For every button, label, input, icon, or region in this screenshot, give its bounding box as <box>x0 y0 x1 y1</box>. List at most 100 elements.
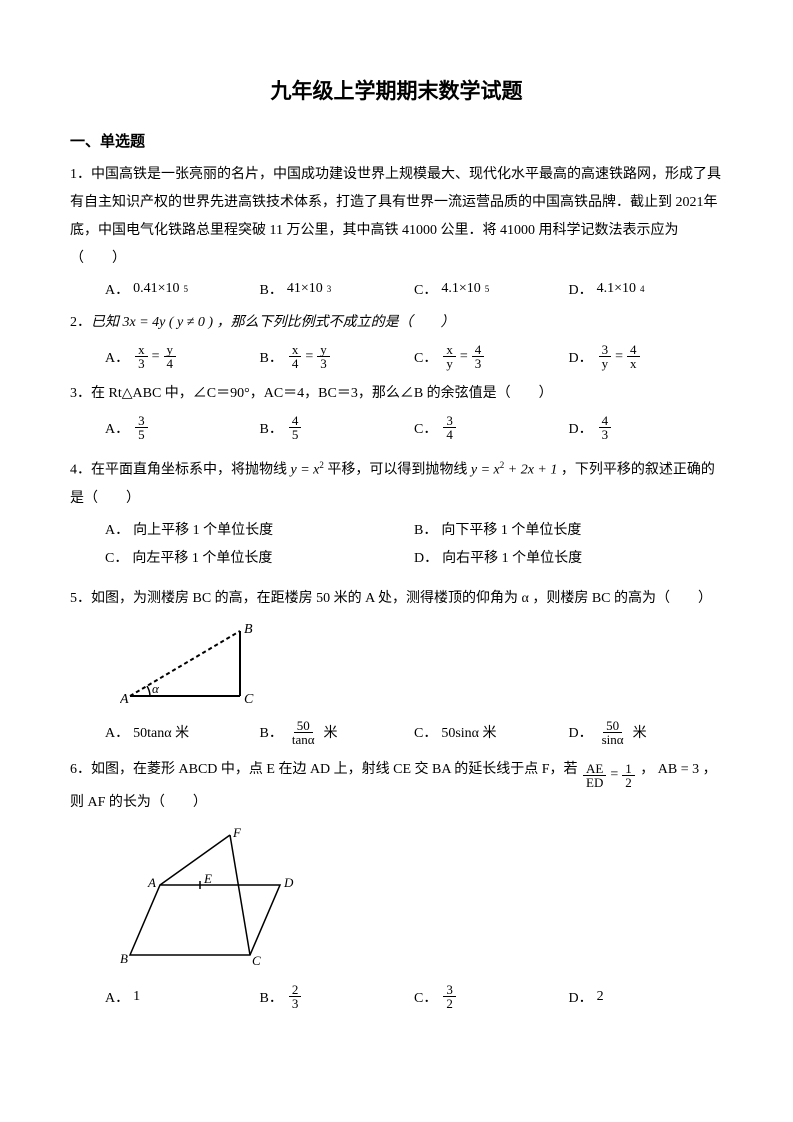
q5-a: 50tanα 米 <box>133 722 189 742</box>
label-d: D． <box>569 347 593 367</box>
q6-options: A．1 B．23 C．32 D．2 <box>105 983 723 1010</box>
q6-option-d: D．2 <box>569 983 724 1010</box>
question-2: 2．已知 3x = 4y ( y ≠ 0 ) ，那么下列比例式不成立的是（ ） <box>70 309 723 337</box>
q1-num: 1． <box>70 167 91 182</box>
q1-a-val: 0.41×10 <box>133 281 179 297</box>
q6-fl-d: ED <box>583 776 606 789</box>
q5-c: 50sinα 米 <box>441 722 496 742</box>
q5-b-suf: 米 <box>324 722 338 742</box>
label-b: B． <box>260 418 283 438</box>
label-d: D． <box>569 722 593 742</box>
q2-c-ln: x <box>443 343 456 357</box>
label-c: C． <box>414 347 437 367</box>
q2-c-rn: 4 <box>472 343 485 357</box>
q4-eq2: y = x <box>471 463 500 478</box>
label-c: C． <box>105 547 128 567</box>
q3-option-c: C．34 <box>414 414 569 441</box>
label-d: D． <box>569 279 593 299</box>
q4-d: 向右平移 1 个单位长度 <box>442 547 582 567</box>
q4-option-c: C．向左平移 1 个单位长度 <box>105 547 414 567</box>
q1-option-a: A．0.41×10 5 <box>105 279 260 299</box>
q3-a-d: 5 <box>135 428 148 441</box>
label-a: A． <box>105 722 129 742</box>
q6-b-n: 2 <box>289 983 302 997</box>
q1-a-sup: 5 <box>184 284 189 294</box>
q2-c-ld: y <box>443 357 456 370</box>
q4-eq2b: + 2x + 1 <box>504 463 557 478</box>
q3-option-a: A．35 <box>105 414 260 441</box>
label-d: D． <box>569 418 593 438</box>
q5-b-n: 50 <box>294 719 313 733</box>
q1-option-d: D．4.1×104 <box>569 279 724 299</box>
q3-option-d: D． 43 <box>569 414 724 441</box>
q4-texta: 在平面直角坐标系中，将抛物线 <box>91 463 291 478</box>
q2-a-rd: 4 <box>164 357 177 370</box>
q5-d-suf: 米 <box>633 722 647 742</box>
q2-a-ln: x <box>135 343 148 357</box>
q6-figure: A B C D E F <box>120 825 723 975</box>
q6-option-a: A．1 <box>105 983 260 1010</box>
q3-a-n: 3 <box>135 414 148 428</box>
q2-text: 已知 3x = 4y ( y ≠ 0 ) ，那么下列比例式不成立的是（ ） <box>91 315 455 330</box>
q6-d: 2 <box>597 989 604 1005</box>
q6-fr-n: 1 <box>622 762 635 776</box>
q5-d-d: sinα <box>599 733 627 746</box>
q5-option-b: B． 50tanα 米 <box>260 719 415 746</box>
q1-d-sup: 4 <box>640 284 645 294</box>
q1-option-c: C．4.1×105 <box>414 279 569 299</box>
fig-label-c: C <box>252 953 261 968</box>
question-5: 5．如图，为测楼房 BC 的高，在距楼房 50 米的 A 处，测得楼顶的仰角为 … <box>70 585 723 613</box>
label-b: B． <box>260 722 283 742</box>
q2-num: 2． <box>70 315 91 330</box>
fig-label-f: F <box>232 825 242 840</box>
q1-b-val: 41×10 <box>287 281 323 297</box>
q4-c: 向左平移 1 个单位长度 <box>132 547 272 567</box>
q3-d-n: 4 <box>599 414 612 428</box>
label-d: D． <box>569 987 593 1007</box>
question-1: 1．中国高铁是一张亮丽的名片，中国成功建设世界上规模最大、现代化水平最高的高速铁… <box>70 161 723 273</box>
label-b: B． <box>260 987 283 1007</box>
fig-label-a: A <box>147 875 156 890</box>
q2-b-rd: 3 <box>317 357 330 370</box>
q4-textb: 平移，可以得到抛物线 <box>324 463 471 478</box>
q5-b-d: tanα <box>289 733 318 746</box>
label-c: C． <box>414 418 437 438</box>
q6-b-d: 3 <box>289 997 302 1010</box>
q2-option-a: A．x3=y4 <box>105 343 260 370</box>
q6-option-b: B． 23 <box>260 983 415 1010</box>
q6-c-d: 2 <box>443 997 456 1010</box>
fig-label-d: D <box>283 875 294 890</box>
q2-option-b: B．x4=y3 <box>260 343 415 370</box>
q2-b-rn: y <box>317 343 330 357</box>
label-c: C． <box>414 987 437 1007</box>
q4-a: 向上平移 1 个单位长度 <box>133 519 273 539</box>
q2-d-rd: x <box>627 357 640 370</box>
label-a: A． <box>105 519 129 539</box>
q5-figure: A B C α <box>120 621 723 711</box>
q4-option-d: D．向右平移 1 个单位长度 <box>414 547 723 567</box>
label-c: C． <box>414 279 437 299</box>
label-a: A． <box>105 279 129 299</box>
q5-d-n: 50 <box>603 719 622 733</box>
q6-fr-d: 2 <box>622 776 635 789</box>
q2-d-ln: 3 <box>599 343 612 357</box>
q5-option-c: C．50sinα 米 <box>414 719 569 746</box>
q6-texta: 如图，在菱形 ABCD 中，点 E 在边 AD 上，射线 CE 交 BA 的延长… <box>91 762 581 777</box>
q3-c-n: 3 <box>443 414 456 428</box>
q2-c-rd: 3 <box>472 357 485 370</box>
q2-d-ld: y <box>599 357 612 370</box>
q4-options: A．向上平移 1 个单位长度 B．向下平移 1 个单位长度 C．向左平移 1 个… <box>105 519 723 575</box>
q6-option-c: C．32 <box>414 983 569 1010</box>
question-6: 6．如图，在菱形 ABCD 中，点 E 在边 AD 上，射线 CE 交 BA 的… <box>70 756 723 818</box>
q3-d-d: 3 <box>599 428 612 441</box>
page-title: 九年级上学期期末数学试题 <box>70 75 723 105</box>
section-heading: 一、单选题 <box>70 130 723 151</box>
q5-text: 如图，为测楼房 BC 的高，在距楼房 50 米的 A 处，测得楼顶的仰角为 α … <box>91 591 712 606</box>
q3-options: A．35 B．45 C．34 D．43 <box>105 414 723 441</box>
q2-d-rn: 4 <box>627 343 640 357</box>
label-a: A． <box>105 347 129 367</box>
q1-c-val: 4.1×10 <box>441 281 480 297</box>
label-b: B． <box>414 519 437 539</box>
q4-num: 4． <box>70 463 91 478</box>
q1-option-b: B．41×103 <box>260 279 415 299</box>
